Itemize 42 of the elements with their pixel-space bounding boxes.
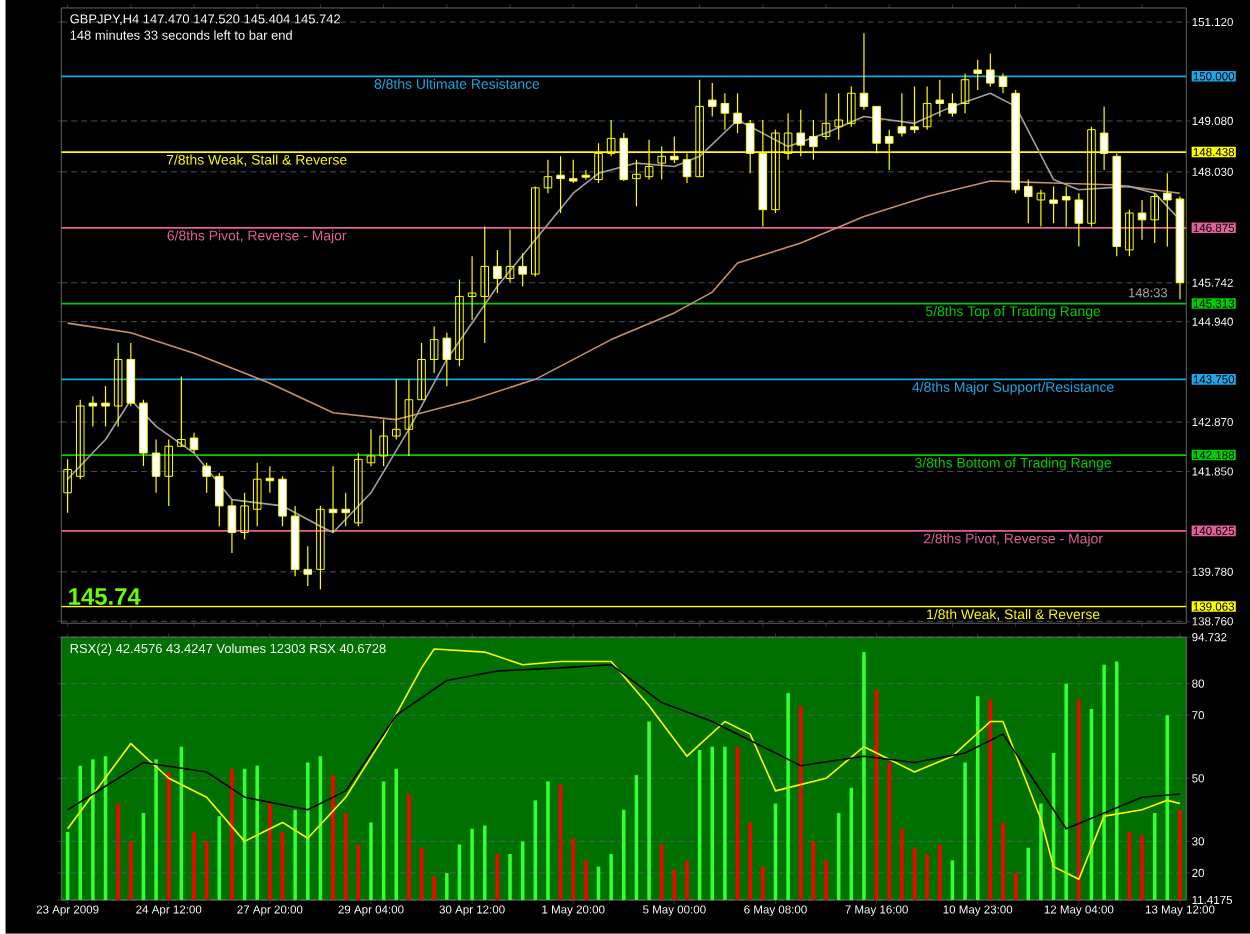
candlestick [316,505,325,590]
candlestick [493,249,502,294]
candlestick [998,72,1008,94]
candlestick [543,159,553,194]
candlestick [366,428,376,467]
candlestick [379,419,388,467]
candlestick [632,159,641,207]
line-series [66,663,1181,830]
annotation: 145.74 [69,588,141,605]
candlestick [897,92,907,138]
candlestick [733,92,742,134]
candlestick [1150,192,1159,244]
candlestick [531,185,540,278]
candlestick [948,92,957,118]
candlestick [960,72,970,114]
candlestick [834,92,843,141]
candlestick [518,252,527,287]
candlestick [986,53,995,88]
candlestick [847,85,856,128]
candlestick [1163,172,1172,248]
candlestick [1137,199,1147,241]
candlestick [859,32,869,111]
candlestick [581,169,591,181]
candlestick [63,458,72,514]
candlestick [202,462,211,494]
candlestick [455,278,464,367]
candlestick [417,342,426,401]
candlestick [821,92,831,141]
candlestick [1049,185,1058,224]
candlestick [189,432,199,454]
candlestick [354,452,363,527]
candlestick [240,492,249,541]
candlestick [101,385,110,428]
candlestick [1125,209,1134,257]
candlestick [278,475,287,527]
line-series [66,92,1181,534]
line-series [66,180,1181,421]
candlestick [568,159,578,184]
candlestick [910,85,919,134]
candlestick [973,59,983,91]
candlestick [177,375,186,447]
candlestick [505,228,515,284]
